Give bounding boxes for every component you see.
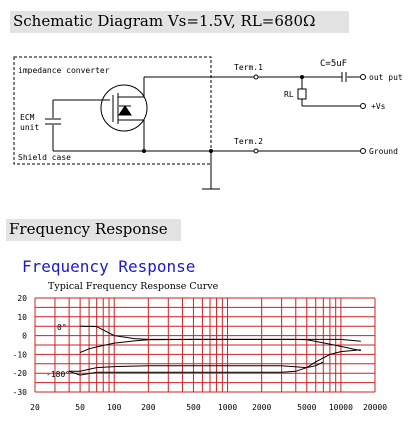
term1-terminal <box>253 74 259 80</box>
supply-terminal <box>360 103 366 109</box>
x-tick-label: 50 <box>75 403 85 412</box>
term2-label: Term.2 <box>234 137 263 146</box>
term1-label: Term.1 <box>234 63 263 72</box>
y-axis-ticks: 20 10 0 -10 -20 -30 <box>13 294 28 397</box>
junction-dot <box>142 149 146 153</box>
x-tick-label: 5000 <box>297 403 316 412</box>
resistor-label: RL <box>284 90 294 99</box>
x-axis-ticks: 20 50 100 200 500 1000 2000 5000 10000 20000 <box>30 403 387 412</box>
chart-subtitle: Typical Frequency Response Curve <box>48 281 219 292</box>
series-line-2 <box>79 338 361 353</box>
supply-label: +Vs <box>371 102 386 111</box>
y-tick-label: -10 <box>13 350 28 359</box>
x-tick-label: 20000 <box>363 403 387 412</box>
x-tick-label: 10000 <box>329 403 353 412</box>
chart-series <box>68 325 361 376</box>
junction-dot <box>209 149 213 153</box>
shield-case-box <box>13 56 212 165</box>
wiring <box>53 76 360 190</box>
output-terminal <box>360 74 366 80</box>
schematic-heading: Schematic Diagram Vs=1.5V, RL=680Ω <box>10 11 349 33</box>
ground-label: Ground <box>369 147 398 156</box>
annotation-0-deg: 0° <box>57 323 67 332</box>
load-resistor <box>297 88 307 100</box>
y-tick-label: 0 <box>22 332 27 341</box>
ecm-capacitor <box>45 100 61 151</box>
x-tick-label: 500 <box>186 403 201 412</box>
y-tick-label: 10 <box>17 313 27 322</box>
shield-case-label: Shield case <box>18 153 71 162</box>
impedance-converter-label: impedance converter <box>18 66 110 75</box>
junction-dot <box>300 75 304 79</box>
schematic-diagram: impedance converter ECM unit Shield case <box>13 56 403 190</box>
y-tick-label: -30 <box>13 388 28 397</box>
x-tick-label: 1000 <box>218 403 237 412</box>
chart-grid <box>34 297 376 393</box>
fet-symbol <box>53 77 148 151</box>
capacitor-label: C=5uF <box>320 59 347 69</box>
y-tick-label: 20 <box>17 294 27 303</box>
ground-terminal <box>360 148 366 154</box>
coupling-capacitor <box>341 72 347 82</box>
chart-title: Frequency Response <box>22 257 196 276</box>
x-tick-label: 20 <box>30 403 40 412</box>
series-line-4 <box>68 349 361 376</box>
y-tick-label: -20 <box>13 369 28 378</box>
ecm-label: ECM <box>20 113 35 122</box>
frequency-heading: Frequency Response <box>6 219 181 241</box>
ecm-unit-label: unit <box>20 123 39 132</box>
x-tick-label: 2000 <box>252 403 271 412</box>
term2-terminal <box>253 148 259 154</box>
x-tick-label: 100 <box>107 403 122 412</box>
x-tick-label: 200 <box>141 403 156 412</box>
annotation-180-deg: -180° <box>46 370 70 379</box>
output-label: out put <box>369 73 403 82</box>
